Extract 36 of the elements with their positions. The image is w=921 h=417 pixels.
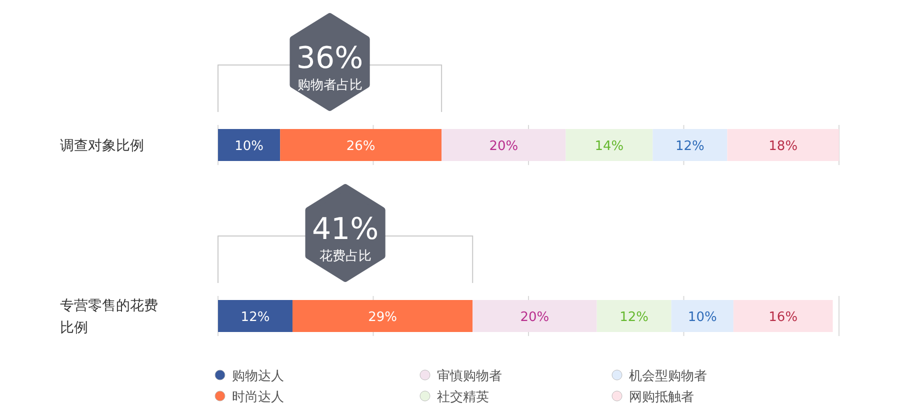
data-label: 20% [489, 139, 518, 154]
data-label: 12% [620, 310, 649, 325]
bar [292, 300, 473, 332]
bar [671, 300, 734, 332]
bar [596, 300, 672, 332]
legend-label: 社交精英 [437, 389, 489, 405]
data-label: 12% [676, 139, 704, 154]
data-label: 18% [768, 139, 798, 154]
data-label: 10% [688, 310, 717, 325]
bar [733, 300, 833, 332]
annotation: 花费占比 [319, 249, 372, 264]
data-label: 10% [234, 139, 264, 154]
bar [442, 129, 566, 161]
annotation: 41% [312, 212, 379, 247]
data-label: 26% [346, 139, 376, 154]
legend-label: 时尚达人 [232, 390, 284, 405]
data-label: 14% [594, 139, 624, 154]
legend-label: 网购抵触者 [629, 390, 694, 405]
data-label: 20% [520, 310, 550, 325]
annotation: 36% [296, 41, 364, 76]
data-label: 16% [768, 310, 798, 325]
legend-label: 机会型购物者 [629, 369, 707, 384]
bar [472, 300, 597, 332]
bar [727, 129, 839, 161]
bar [280, 129, 442, 161]
legend-label: 审慎购物者 [437, 368, 502, 384]
bar [218, 129, 280, 161]
bar [652, 129, 728, 161]
bar [218, 300, 293, 332]
legend-label: 购物达人 [232, 369, 284, 384]
bar [566, 129, 653, 161]
y-tick-label: 专营零售的花费比例 [60, 298, 158, 336]
y-tick-label: 调查对象比例 [60, 138, 144, 154]
annotation: 购物者占比 [297, 78, 362, 93]
data-label: 12% [240, 310, 270, 325]
data-label: 29% [368, 310, 398, 325]
